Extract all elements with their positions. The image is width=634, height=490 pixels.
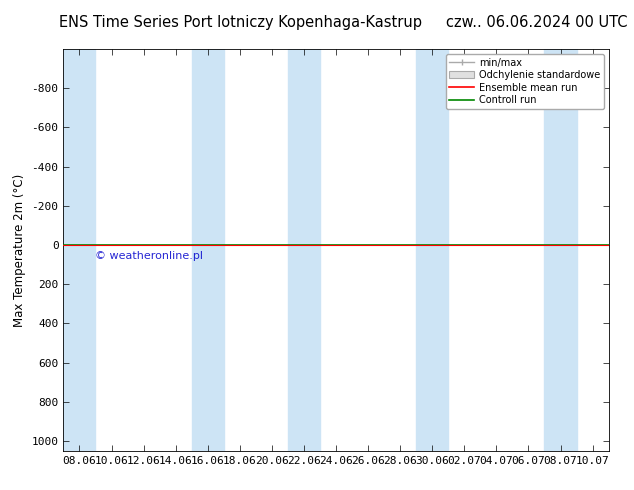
Bar <box>288 49 320 451</box>
Bar <box>416 49 448 451</box>
Legend: min/max, Odchylenie standardowe, Ensemble mean run, Controll run: min/max, Odchylenie standardowe, Ensembl… <box>446 54 604 109</box>
Text: ENS Time Series Port lotniczy Kopenhaga-Kastrup: ENS Time Series Port lotniczy Kopenhaga-… <box>60 15 422 30</box>
Bar <box>191 49 224 451</box>
Text: czw.. 06.06.2024 00 UTC: czw.. 06.06.2024 00 UTC <box>446 15 628 30</box>
Bar <box>63 49 96 451</box>
Y-axis label: Max Temperature 2m (°C): Max Temperature 2m (°C) <box>13 173 26 326</box>
Text: © weatheronline.pl: © weatheronline.pl <box>96 251 204 261</box>
Bar <box>545 49 576 451</box>
